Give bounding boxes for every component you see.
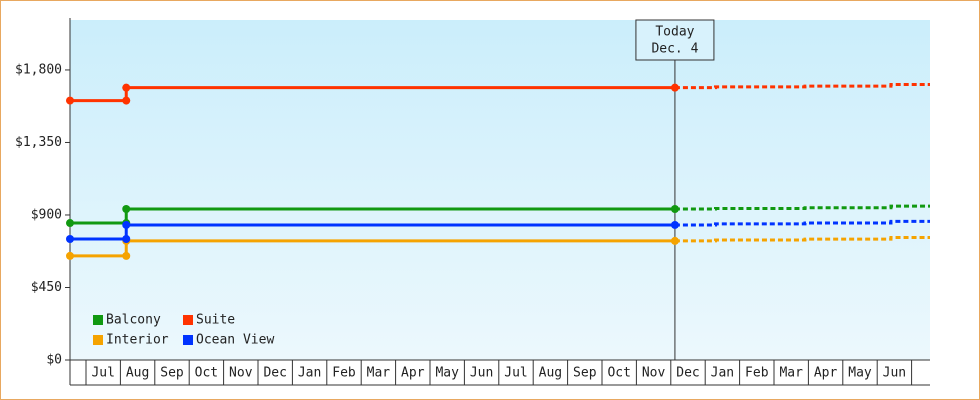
forecast-line [674,82,930,90]
y-tick-label: $900 [31,207,62,222]
x-tick-label: Aug [126,366,149,381]
plot-area [70,20,930,360]
x-tick-label: Feb [332,366,356,381]
x-tick-label: May [435,366,459,381]
x-tick-label: Apr [814,366,838,381]
forecast-line [674,204,930,211]
legend-swatch [93,335,103,345]
x-tick-label: Jun [470,366,493,381]
point [122,205,131,214]
x-tick-label: Feb [745,366,769,381]
series-line [70,86,675,103]
point [66,251,74,260]
legend-label: Interior [106,333,169,348]
x-tick-label: Jun [883,366,906,381]
x-tick-label: Jul [504,366,527,381]
today-label: Dec. 4 [651,42,698,57]
legend-swatch [183,315,193,325]
x-tick-label: Sep [573,366,597,381]
y-tick-label: $450 [31,280,62,295]
series-line [70,207,675,225]
legend-label: Ocean View [196,333,274,348]
legend-swatch [183,335,193,345]
today-box [635,19,715,61]
x-tick-label: Oct [607,366,630,381]
x-tick-label: Mar [779,366,803,381]
x-tick-label: Mar [367,366,391,381]
point [122,220,131,229]
point [122,83,131,92]
y-tick-label: $1,800 [15,62,62,77]
point [670,205,679,214]
x-tick-label: Aug [539,366,562,381]
x-tick-label: Jan [298,366,321,381]
x-tick-label: Dec [263,366,286,381]
x-tick-label: Jan [711,366,734,381]
forecast-line [674,219,930,227]
point [670,220,679,229]
point [122,234,131,243]
y-tick-label: $0 [46,353,62,368]
today-label: Today [655,25,694,40]
legend-label: Balcony [106,313,161,328]
point [66,234,74,243]
legend-swatch [93,315,103,325]
point [66,96,74,105]
point [66,219,74,228]
x-tick-label: Nov [642,366,666,381]
forecast-line [674,236,930,243]
x-tick-label: Oct [195,366,218,381]
point [670,83,679,92]
x-tick-label: Sep [160,366,184,381]
point [670,236,679,245]
series-line [70,239,675,258]
legend-label: Suite [196,313,235,328]
x-tick-label: Apr [401,366,425,381]
x-tick-label: Dec [676,366,699,381]
x-tick-label: Nov [229,366,253,381]
x-tick-label: May [848,366,872,381]
x-tick-label: Jul [91,366,114,381]
point [122,251,131,260]
y-tick-label: $1,350 [15,135,62,150]
series-line [70,223,675,241]
point [122,96,131,105]
